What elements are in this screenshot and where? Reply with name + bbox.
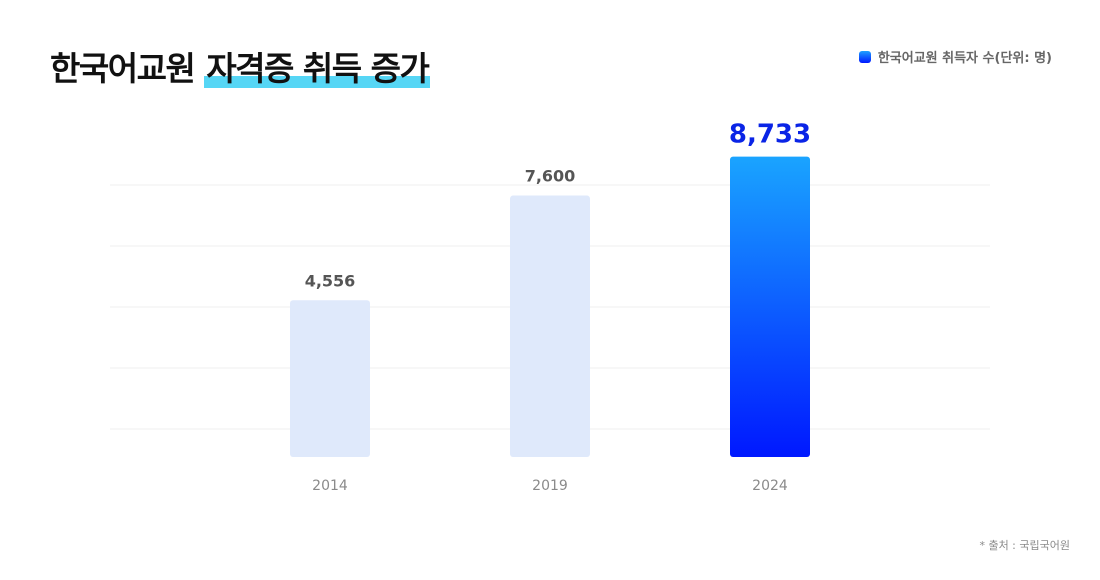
value-label-2024: 8,733 xyxy=(729,120,811,150)
bar-2024 xyxy=(730,156,810,458)
title-highlight: 자격증 취득 증가 xyxy=(204,49,431,88)
value-label-2019: 7,600 xyxy=(525,167,576,186)
title-main: 한국어교원 xyxy=(50,49,196,88)
bar-2019 xyxy=(510,195,590,457)
x-tick-label-2014: 2014 xyxy=(312,478,348,494)
bar-2014 xyxy=(290,300,370,457)
source-note: * 출처 : 국립국어원 xyxy=(979,539,1070,552)
value-label-2014: 4,556 xyxy=(305,271,356,290)
legend-swatch xyxy=(858,50,871,63)
chart-title: 한국어교원 자격증 취득 증가 xyxy=(50,42,431,90)
legend-label: 한국어교원 취득자 수(단위: 명) xyxy=(877,51,1052,66)
x-tick-label-2024: 2024 xyxy=(752,478,788,494)
x-tick-label-2019: 2019 xyxy=(532,478,568,494)
bars: 4,556 2014 7,600 2019 8,733 2024 xyxy=(290,120,811,494)
legend: 한국어교원 취득자 수(단위: 명) xyxy=(858,47,1052,66)
